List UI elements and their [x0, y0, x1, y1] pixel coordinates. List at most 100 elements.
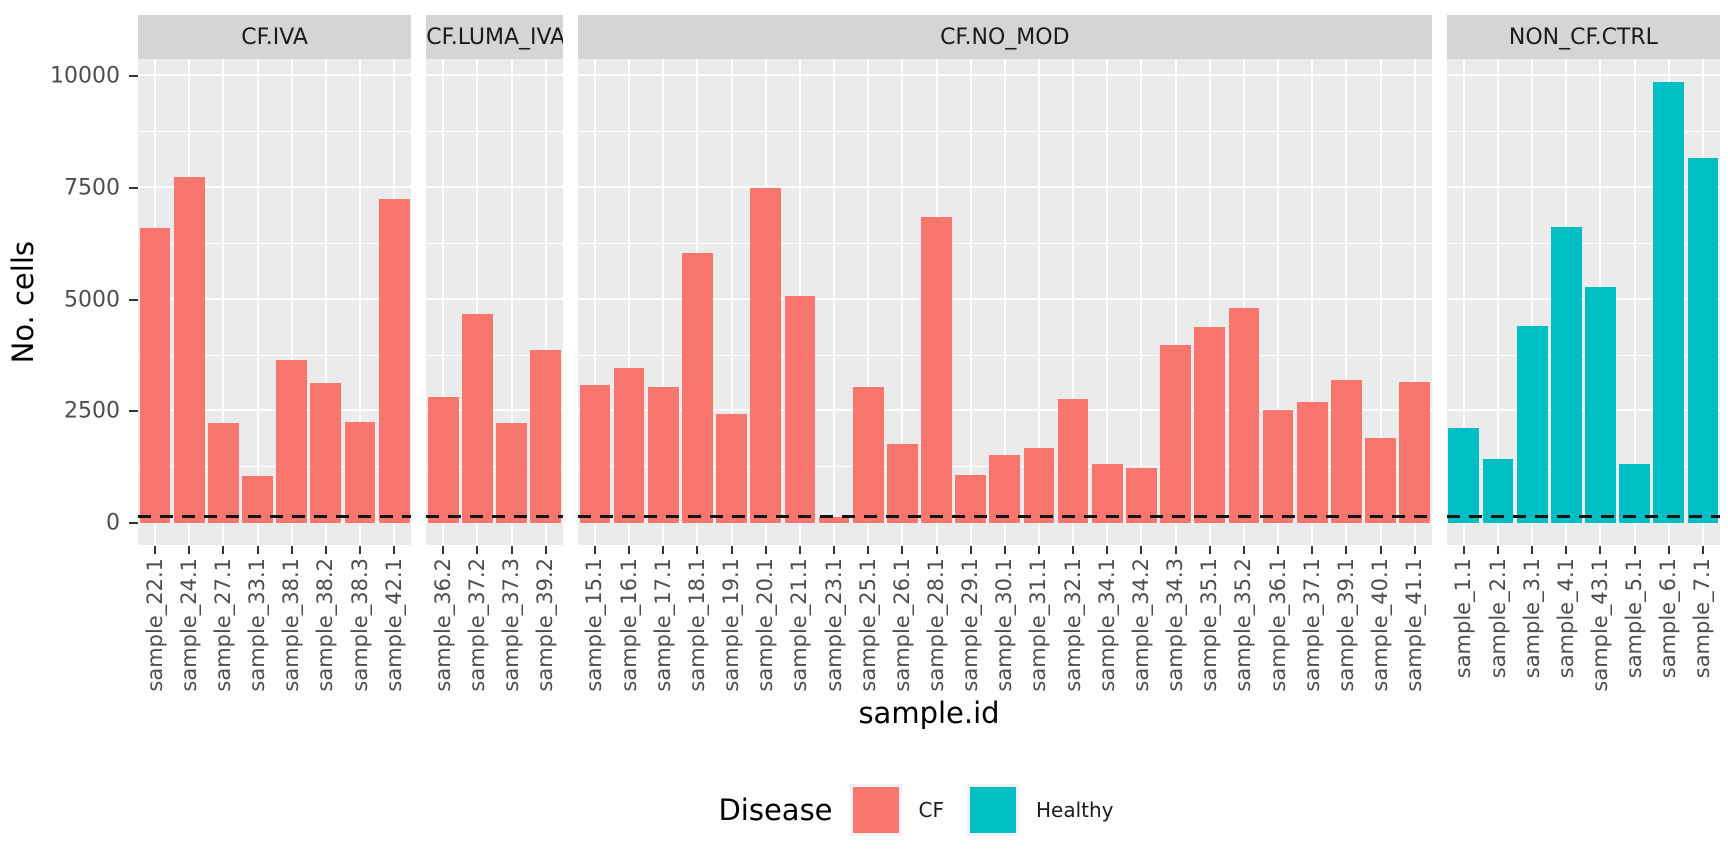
x-tick-label: sample_27.1 — [210, 558, 235, 692]
x-tick-mark — [764, 546, 767, 554]
vertical-gridline — [1497, 59, 1499, 545]
x-tick-mark — [188, 546, 191, 554]
bar-sample_29.1 — [955, 474, 987, 523]
x-label-slot: sample_38.2 — [309, 558, 343, 700]
x-tick-mark — [1667, 546, 1670, 554]
x-tick-label: sample_19.1 — [719, 558, 744, 692]
vertical-gridline — [833, 59, 836, 545]
bar-sample_16.1 — [613, 367, 645, 523]
x-tick-mark — [593, 546, 596, 554]
x-tick-label: sample_39.2 — [533, 558, 558, 692]
major-gridline — [1446, 409, 1721, 412]
x-tick-label: sample_34.1 — [1094, 558, 1119, 692]
vertical-gridline — [662, 59, 665, 545]
x-tick-label: sample_24.1 — [176, 558, 201, 692]
x-label-slot: sample_26.1 — [885, 558, 919, 700]
vertical-gridline — [1072, 59, 1075, 545]
x-tick-label: sample_1.1 — [1451, 558, 1476, 679]
x-tick-mark — [1106, 546, 1109, 554]
x-tick-label: sample_17.1 — [650, 558, 675, 692]
x-tick-label: sample_31.1 — [1026, 558, 1051, 692]
x-axis-title: sample.id — [858, 696, 1000, 730]
major-gridline — [138, 520, 412, 523]
vertical-gridline — [442, 59, 445, 545]
minor-gridline — [138, 354, 412, 356]
x-tick-mark — [154, 546, 157, 554]
x-tick-mark — [696, 546, 699, 554]
x-label-slot: sample_37.3 — [495, 558, 529, 700]
x-label-slot: sample_27.1 — [206, 558, 240, 700]
major-gridline — [426, 520, 563, 523]
x-tick-mark — [256, 546, 259, 554]
bar-sample_15.1 — [579, 385, 611, 523]
x-label-slot: sample_35.2 — [1227, 558, 1261, 700]
x-tick-mark — [628, 546, 631, 554]
x-tick-mark — [1599, 546, 1602, 554]
y-tick-mark — [129, 410, 138, 413]
facet-strip-label: CF.IVA — [138, 15, 412, 59]
x-label-slot: sample_17.1 — [646, 558, 680, 700]
x-tick-label: sample_21.1 — [787, 558, 812, 692]
facet-CF.LUMA_IVA: CF.LUMA_IVA sample_36.2 sample_37.2 sample_… — [426, 15, 563, 700]
minor-gridline — [138, 131, 412, 133]
x-label-slot: sample_38.1 — [275, 558, 309, 700]
x-label-slot: sample_29.1 — [954, 558, 988, 700]
bar-sample_35.2 — [1228, 307, 1260, 523]
x-tick-label: sample_7.1 — [1690, 558, 1715, 679]
x-tick-mark — [901, 546, 904, 554]
x-tick-label: sample_41.1 — [1402, 558, 1427, 692]
legend-label-healthy: Healthy — [1036, 798, 1114, 822]
bar-sample_31.1 — [1023, 447, 1055, 523]
major-gridline — [1446, 74, 1721, 77]
x-tick-label: sample_37.3 — [499, 558, 524, 692]
bar-sample_1.1 — [1448, 427, 1480, 523]
vertical-gridline — [1413, 59, 1416, 545]
x-tick-label: sample_35.1 — [1197, 558, 1222, 692]
major-gridline — [138, 74, 412, 77]
minor-gridline — [138, 242, 412, 244]
x-label-slot: sample_16.1 — [612, 558, 646, 700]
x-tick-label: sample_42.1 — [381, 558, 406, 692]
x-tick-label: sample_30.1 — [992, 558, 1017, 692]
x-label-slot: sample_31.1 — [1022, 558, 1056, 700]
facet-strip-label: CF.NO_MOD — [577, 15, 1432, 59]
y-tick-label: 7500 — [64, 175, 120, 201]
x-tick-label: sample_40.1 — [1368, 558, 1393, 692]
x-tick-mark — [393, 546, 396, 554]
bar-sample_39.2 — [530, 349, 562, 523]
bar-sample_28.1 — [921, 217, 952, 523]
x-tick-mark — [476, 546, 479, 554]
vertical-gridline — [1174, 59, 1177, 545]
bar-sample_23.1 — [818, 517, 850, 523]
bar-sample_7.1 — [1687, 158, 1719, 523]
legend: Disease CF Healthy — [138, 778, 1720, 842]
bar-sample_19.1 — [716, 414, 747, 523]
bar-sample_33.1 — [242, 476, 273, 523]
facet-panel — [1446, 59, 1721, 545]
x-tick-label: sample_23.1 — [821, 558, 846, 692]
bar-sample_40.1 — [1365, 437, 1396, 523]
x-tick-mark — [730, 546, 733, 554]
x-tick-mark — [1345, 546, 1348, 554]
x-tick-label: sample_26.1 — [889, 558, 914, 692]
bar-sample_30.1 — [989, 454, 1021, 523]
x-label-slot: sample_37.2 — [460, 558, 494, 700]
facet-strip-label: CF.LUMA_IVA — [426, 15, 563, 59]
x-tick-mark — [222, 546, 225, 554]
vertical-gridline — [256, 59, 259, 545]
x-label-slot: sample_6.1 — [1652, 558, 1686, 700]
vertical-gridline — [593, 59, 596, 545]
x-tick-mark — [1072, 546, 1075, 554]
x-tick-mark — [1003, 546, 1006, 554]
x-label-slot: sample_34.1 — [1090, 558, 1124, 700]
y-tick-label: 0 — [106, 510, 120, 536]
threshold-dashed-line — [577, 515, 1432, 519]
legend-item-cf: CF — [852, 787, 944, 833]
x-label-slot: sample_30.1 — [988, 558, 1022, 700]
legend-swatch-healthy — [970, 787, 1016, 833]
x-ticks-row — [1447, 545, 1720, 554]
major-gridline — [138, 409, 412, 412]
facet-panels: CF.IVA sample_22.1 sample_24.1 sample_27.1 s… — [138, 15, 1721, 700]
x-tick-mark — [510, 546, 513, 554]
bar-sample_4.1 — [1550, 226, 1582, 523]
